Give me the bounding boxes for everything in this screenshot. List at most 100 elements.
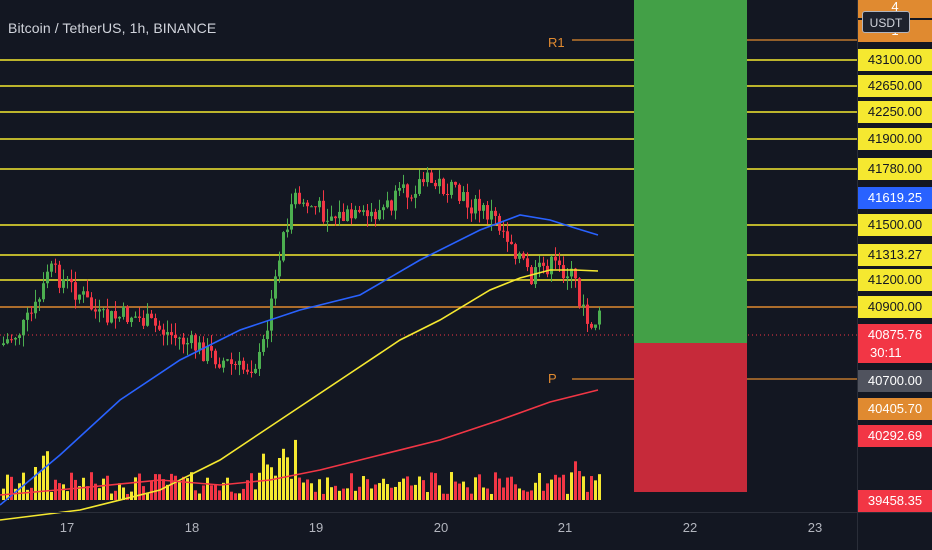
candle-body [374,211,377,220]
candle-body [274,276,277,299]
volume-bar [98,488,101,500]
candle-body [110,311,113,323]
volume-bar [162,479,165,500]
candle-body [182,337,185,345]
volume-bar [166,484,169,500]
price-scale-label: 41500.00 [858,214,932,236]
candle-body [58,264,61,288]
candle-body [574,268,577,279]
volume-bar [298,477,301,500]
candle-body [26,312,29,320]
price-scale-label: 40292.69 [858,425,932,447]
volume-bar [474,477,477,500]
candle-body [394,190,397,211]
volume-bar [398,481,401,500]
volume-bar [226,477,229,500]
volume-bar [38,472,41,500]
volume-bar [578,471,581,500]
candle-body [246,369,249,372]
volume-bar [346,488,349,500]
candle-body [290,204,293,230]
volume-bar [446,493,449,500]
candle-body [350,209,353,219]
candle-body [438,178,441,187]
volume-bar [442,493,445,500]
volume-bar [254,489,257,500]
volume-bar [186,478,189,500]
candle-body [466,192,469,208]
stop-zone [634,343,747,492]
volume-bar [62,484,65,500]
candle-body [210,346,213,351]
volume-bar [454,481,457,500]
candle-body [114,311,117,319]
price-scale-label: 42650.00 [858,75,932,97]
volume-bar [490,493,493,500]
volume-bar [426,492,429,500]
volume-bar [266,464,269,500]
candle-body [482,205,485,211]
volume-bar [74,479,77,500]
candle-body [598,310,601,325]
volume-bar [118,483,121,500]
volume-bar [262,453,265,500]
volume-bar [370,488,373,500]
candle-body [386,200,389,208]
volume-bar [310,483,313,500]
candle-body [154,318,157,326]
candle-body [402,184,405,188]
candle-body [242,360,245,370]
candle-body [566,276,569,279]
volume-bar [182,476,185,500]
candle-body [470,207,473,214]
currency-badge[interactable]: USDT [862,11,910,33]
volume-bar [30,487,33,500]
candle-body [18,335,21,338]
candle-body [378,210,381,220]
target-zone [634,0,747,343]
candle-body [306,202,309,207]
volume-bar [518,488,521,500]
time-axis-label: 17 [59,520,75,535]
volume-bar [342,488,345,500]
volume-bar [114,490,117,500]
volume-bar [430,472,433,500]
volume-bar [10,476,13,500]
candle-body [358,209,361,212]
volume-bar [482,487,485,500]
volume-bar [542,490,545,500]
volume-bar [350,473,353,500]
candle-body [166,332,169,335]
volume-bar [86,486,89,500]
candle-body [370,211,373,217]
volume-bar [50,492,53,500]
volume-bar [498,478,501,500]
moving-average-red [0,389,599,496]
candle-body [98,309,101,312]
candle-body [278,260,281,277]
price-scale-label: 40405.70 [858,398,932,420]
candle-body [50,263,53,272]
candle-body [270,298,273,331]
candle-body [298,192,301,204]
volume-bar [458,483,461,500]
candle-body [194,335,197,351]
candle-body [86,291,89,298]
candle-body [314,206,317,208]
volume-bar [42,455,45,500]
volume-bar [250,473,253,500]
volume-bar [502,487,505,500]
candle-body [54,263,57,265]
price-axis-separator [857,0,858,550]
volume-bar [122,487,125,500]
candle-body [526,258,529,268]
candle-body [170,332,173,335]
volume-bar [138,473,141,500]
volume-bar [566,493,569,500]
volume-bar [178,481,181,500]
candle-body [590,323,593,328]
price-scale-label: 39458.35 [858,490,932,512]
candle-body [542,262,545,266]
